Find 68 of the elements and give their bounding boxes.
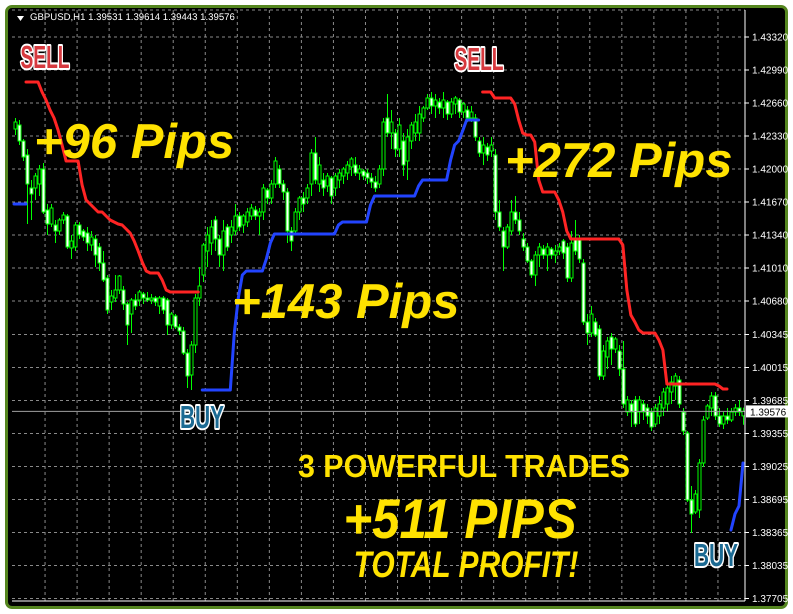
y-tick-label: 1.42660 — [752, 98, 789, 110]
annotation: BUY — [694, 538, 738, 574]
y-tick-label: 1.41670 — [752, 198, 789, 209]
candlestick — [710, 392, 714, 416]
candlestick — [238, 212, 242, 232]
candlestick — [94, 234, 98, 268]
y-tick-label: 1.43320 — [752, 32, 789, 44]
candlestick — [146, 292, 150, 302]
candlestick — [158, 296, 162, 314]
candlestick — [438, 98, 442, 114]
candlestick — [466, 106, 470, 122]
y-tick-label: 1.40345 — [752, 330, 789, 342]
y-tick-label: 1.41010 — [752, 264, 789, 275]
candlestick — [450, 98, 454, 118]
candlestick — [546, 242, 550, 272]
candlestick — [482, 136, 486, 166]
candlestick — [726, 408, 730, 424]
y-tick-label: 1.42990 — [752, 66, 789, 77]
y-tick-label: 1.42000 — [752, 164, 789, 176]
candlestick — [330, 176, 334, 204]
candlestick — [638, 396, 642, 424]
candlestick — [542, 244, 546, 260]
candlestick — [134, 294, 138, 310]
candlestick — [358, 164, 362, 180]
candlestick — [222, 220, 226, 272]
y-tick-label: 1.39355 — [752, 429, 789, 440]
y-tick-label: 1.40680 — [752, 296, 789, 308]
candlestick — [430, 92, 434, 114]
candlestick — [610, 332, 614, 366]
annotation: SELL — [454, 40, 504, 78]
chart-title: GBPUSD,H1 1.39531 1.39614 1.39443 1.39576 — [30, 12, 235, 23]
candlestick — [142, 292, 146, 304]
candlestick — [630, 400, 634, 428]
candlestick — [454, 96, 458, 114]
candlestick — [150, 294, 154, 304]
candlestick — [634, 396, 638, 428]
candlestick — [650, 408, 654, 432]
candlestick — [442, 92, 446, 118]
candlestick — [434, 94, 438, 118]
candlestick — [346, 160, 350, 180]
candlestick — [730, 408, 734, 422]
annotation: SELL — [20, 38, 70, 76]
candlestick — [362, 168, 366, 180]
y-tick-label: 1.38695 — [752, 495, 789, 506]
candlestick — [154, 296, 158, 306]
candlestick — [722, 412, 726, 430]
candlestick — [350, 156, 354, 176]
y-tick-label: 1.41340 — [752, 230, 789, 242]
y-tick-label: 1.40015 — [752, 363, 789, 374]
ref-line-label: 1.39576 — [750, 407, 787, 418]
candlestick — [554, 244, 558, 264]
candlestick — [462, 102, 466, 118]
candlestick — [354, 156, 358, 176]
y-tick-label: 1.39685 — [752, 396, 789, 408]
candlestick — [370, 172, 374, 188]
y-tick-label: 1.38365 — [752, 528, 789, 540]
candlestick — [642, 400, 646, 420]
y-tick-label: 1.38035 — [752, 561, 789, 572]
y-tick-label: 1.37705 — [752, 594, 789, 606]
candlestick — [366, 168, 370, 184]
y-tick-label: 1.42330 — [752, 132, 789, 143]
candlestick — [458, 98, 462, 118]
candlestick — [550, 246, 554, 260]
y-tick-label: 1.39025 — [752, 462, 789, 474]
annotation: 3 POWERFUL TRADES — [298, 448, 630, 484]
candlestick — [86, 226, 90, 252]
candlestick — [138, 290, 142, 306]
candlestick — [418, 106, 422, 142]
